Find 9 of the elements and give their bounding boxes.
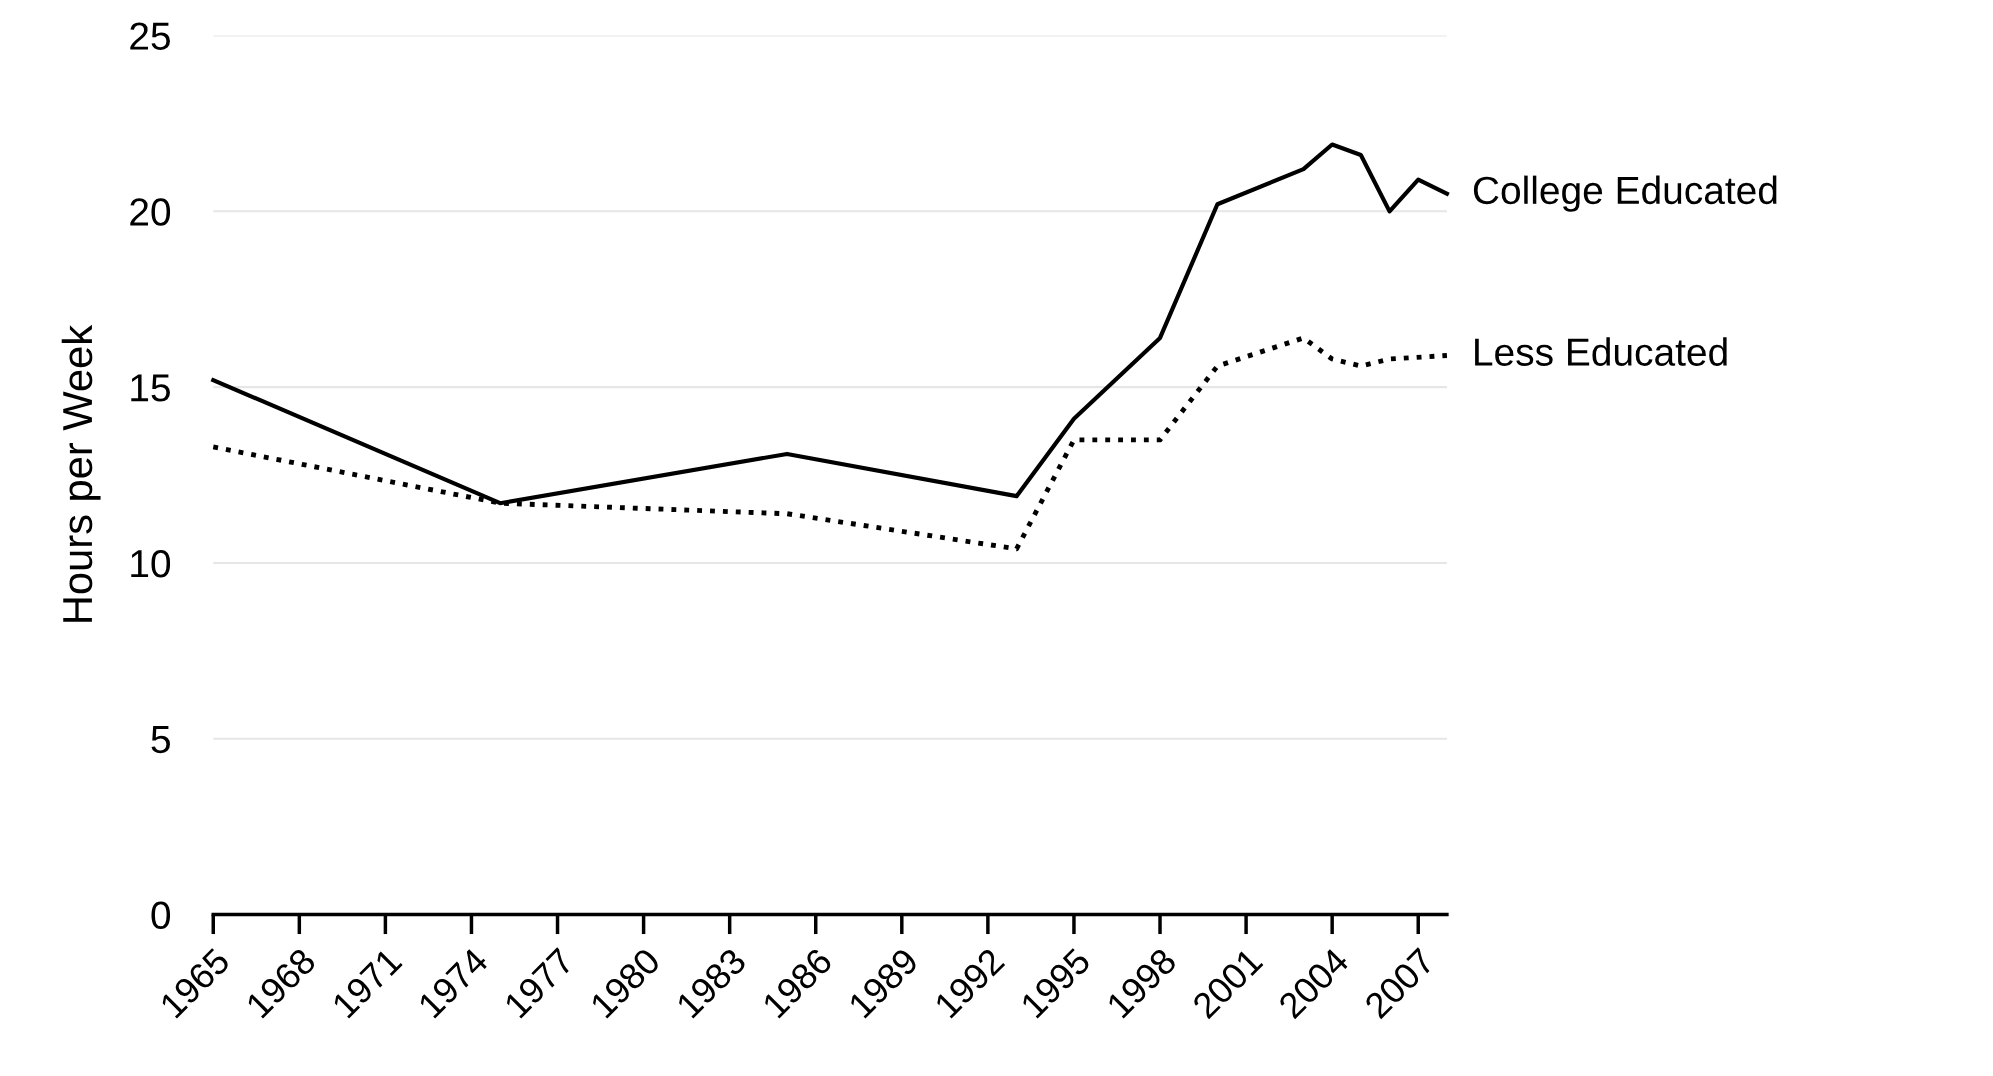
- y-tick-label: 0: [151, 901, 171, 930]
- y-tick-label: 10: [131, 549, 171, 578]
- series-label: College Educated: [1473, 175, 1777, 212]
- series-label: Less Educated: [1475, 337, 1727, 366]
- y-tick-label: 5: [151, 726, 170, 754]
- y-axis-title: Hours per Week: [61, 324, 101, 622]
- y-tick-label: 25: [130, 22, 170, 50]
- y-tick-label: 20: [130, 198, 171, 226]
- y-tick-label: 15: [131, 374, 170, 402]
